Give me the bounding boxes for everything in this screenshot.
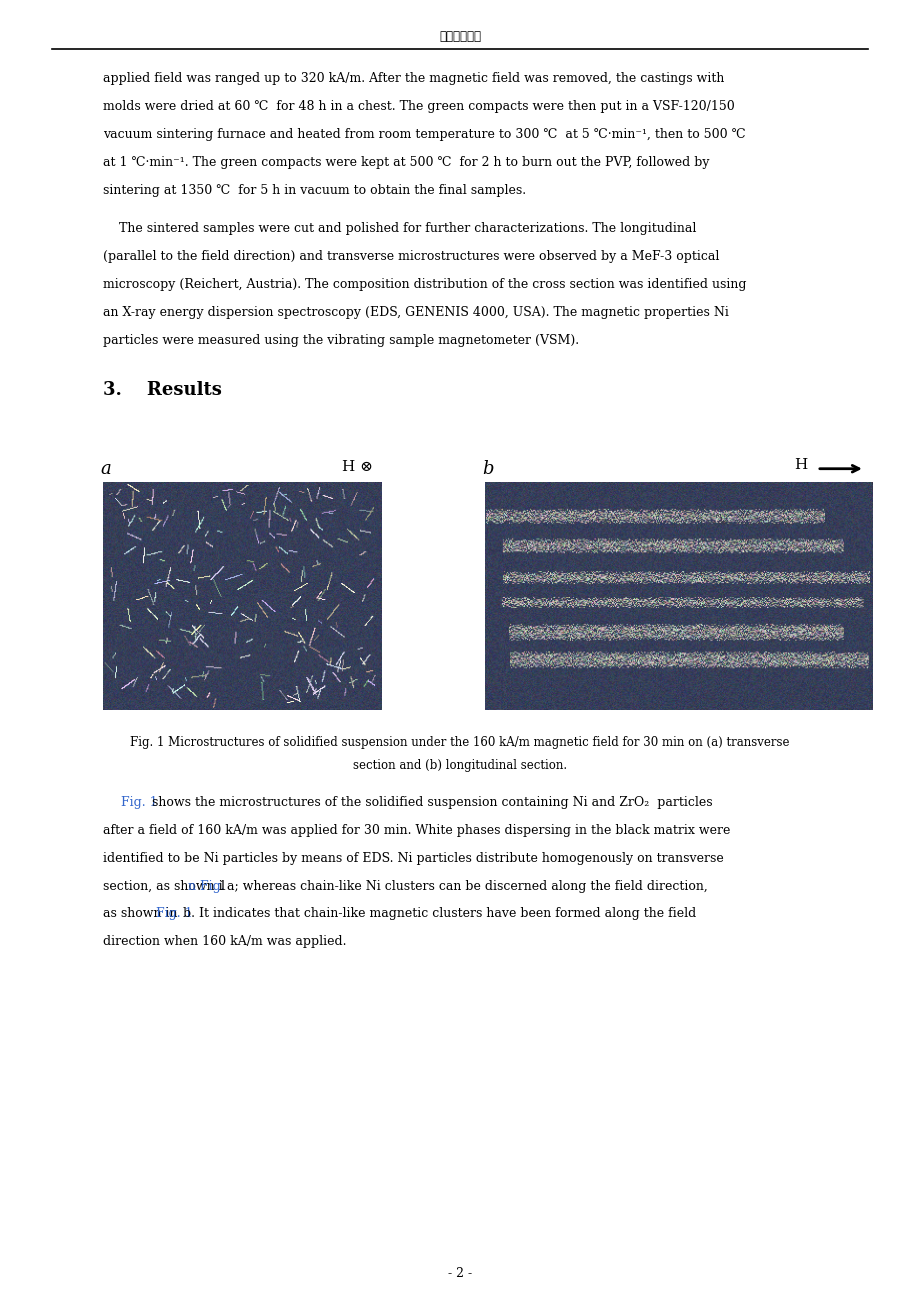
Text: n Fig.: n Fig. — [187, 880, 228, 892]
Text: 1a; whereas chain-like Ni clusters can be discerned along the field direction,: 1a; whereas chain-like Ni clusters can b… — [219, 880, 707, 892]
Text: as shown in: as shown in — [103, 907, 177, 921]
Text: 100μm: 100μm — [793, 668, 839, 681]
Text: section, as shown i: section, as shown i — [103, 880, 222, 892]
Text: section and (b) longitudinal section.: section and (b) longitudinal section. — [353, 759, 566, 772]
Text: a: a — [100, 460, 111, 478]
Text: 100μm: 100μm — [303, 668, 349, 681]
Text: Fig. 1 Microstructures of solidified suspension under the 160 kA/m magnetic fiel: Fig. 1 Microstructures of solidified sus… — [130, 736, 789, 749]
FancyArrowPatch shape — [819, 465, 858, 473]
Text: Fig. 1: Fig. 1 — [152, 907, 193, 921]
Text: after a field of 160 kA/m was applied for 30 min. White phases dispersing in the: after a field of 160 kA/m was applied fo… — [103, 823, 730, 836]
Text: H: H — [793, 458, 806, 473]
Text: particles were measured using the vibrating sample magnetometer (VSM).: particles were measured using the vibrat… — [103, 333, 579, 346]
Text: identified to be Ni particles by means of EDS. Ni particles distribute homogenou: identified to be Ni particles by means o… — [103, 852, 723, 865]
Text: (parallel to the field direction) and transverse microstructures were observed b: (parallel to the field direction) and tr… — [103, 250, 719, 263]
Text: sintering at 1350 ℃  for 5 h in vacuum to obtain the final samples.: sintering at 1350 ℃ for 5 h in vacuum to… — [103, 184, 526, 197]
Text: The sintered samples were cut and polished for further characterizations. The lo: The sintered samples were cut and polish… — [103, 221, 696, 234]
Text: applied field was ranged up to 320 kA/m. After the magnetic field was removed, t: applied field was ranged up to 320 kA/m.… — [103, 72, 723, 85]
Text: an X-ray energy dispersion spectroscopy (EDS, GENENIS 4000, USA). The magnetic p: an X-ray energy dispersion spectroscopy … — [103, 306, 728, 319]
Text: 3.    Results: 3. Results — [103, 381, 221, 400]
Text: at 1 ℃·min⁻¹. The green compacts were kept at 500 ℃  for 2 h to burn out the PVP: at 1 ℃·min⁻¹. The green compacts were ke… — [103, 155, 709, 168]
Text: shows the microstructures of the solidified suspension containing Ni and ZrO₂  p: shows the microstructures of the solidif… — [148, 796, 711, 809]
Text: b: b — [482, 460, 494, 478]
Text: molds were dried at 60 ℃  for 48 h in a chest. The green compacts were then put : molds were dried at 60 ℃ for 48 h in a c… — [103, 100, 734, 112]
Text: vacuum sintering furnace and heated from room temperature to 300 ℃  at 5 ℃·min⁻¹: vacuum sintering furnace and heated from… — [103, 128, 745, 141]
Text: - 2 -: - 2 - — [448, 1267, 471, 1280]
Text: H ⊗: H ⊗ — [341, 460, 372, 474]
Text: microscopy (Reichert, Austria). The composition distribution of the cross sectio: microscopy (Reichert, Austria). The comp… — [103, 279, 745, 290]
Text: 精品论文推荐: 精品论文推荐 — [438, 30, 481, 43]
Text: b. It indicates that chain-like magnetic clusters have been formed along the fie: b. It indicates that chain-like magnetic… — [183, 907, 696, 921]
Text: Fig. 1: Fig. 1 — [120, 796, 157, 809]
Text: direction when 160 kA/m was applied.: direction when 160 kA/m was applied. — [103, 935, 346, 948]
